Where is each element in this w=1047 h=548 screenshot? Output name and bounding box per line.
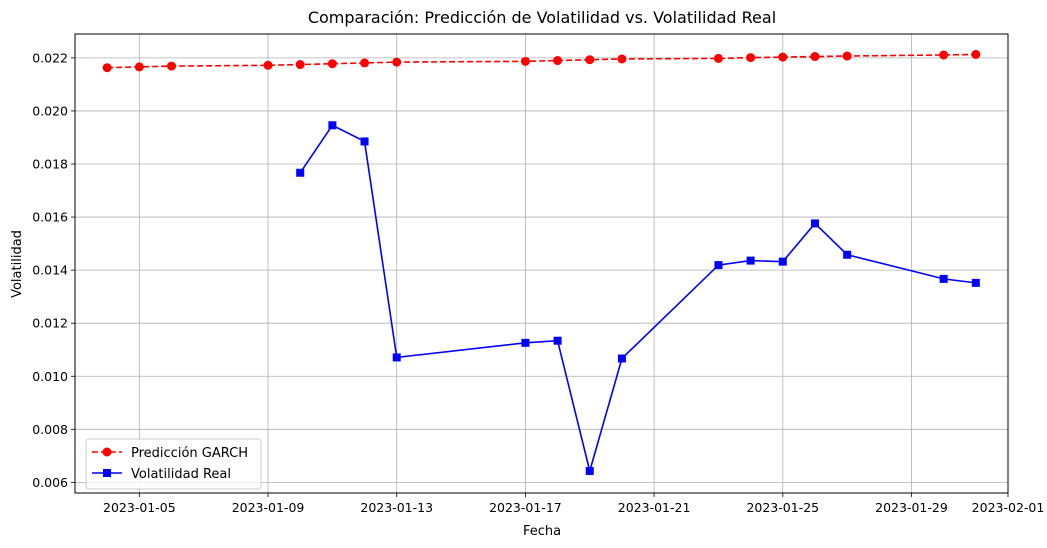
x-tick-label: 2023-01-25 [746, 500, 819, 515]
grid [75, 34, 1009, 493]
data-point-garch [617, 54, 627, 64]
series-layer [102, 49, 981, 475]
data-point-real [553, 336, 562, 345]
y-tick-label: 0.016 [32, 210, 68, 225]
chart-title: Comparación: Predicción de Volatilidad v… [308, 8, 776, 27]
legend-box [85, 438, 262, 490]
data-point-real [971, 278, 980, 287]
data-point-garch [102, 63, 112, 73]
data-point-garch [971, 49, 981, 59]
x-tick-label: 2023-01-21 [618, 500, 691, 515]
y-tick-label: 0.022 [32, 50, 68, 65]
x-tick-label: 2023-01-29 [875, 500, 948, 515]
y-tick-label: 0.010 [32, 369, 68, 384]
x-tick-label: 2023-01-09 [232, 500, 305, 515]
data-point-real [521, 338, 530, 347]
x-axis-ticks: 2023-01-05 2023-01-09 2023-01-13 2023-01-17… [103, 493, 1044, 515]
data-point-real [328, 121, 337, 130]
legend-marker-real [103, 469, 111, 477]
data-point-garch [713, 53, 723, 63]
data-point-garch [585, 55, 595, 65]
data-point-real [296, 168, 305, 177]
data-point-garch [327, 59, 337, 69]
y-tick-label: 0.020 [32, 103, 68, 118]
data-point-garch [939, 50, 949, 60]
x-tick-label: 2023-02-01 [972, 500, 1045, 515]
data-point-garch [263, 60, 273, 70]
data-point-garch [167, 61, 177, 71]
data-point-garch [842, 51, 852, 61]
x-tick-label: 2023-01-13 [360, 500, 433, 515]
data-point-real [939, 274, 948, 283]
data-point-garch [746, 53, 756, 63]
y-tick-label: 0.014 [32, 263, 68, 278]
data-point-real [810, 219, 819, 228]
plot-frame [74, 33, 1009, 494]
legend: Predicción GARCH Volatilidad Real [85, 438, 262, 490]
data-point-real [360, 137, 369, 146]
data-point-real [714, 261, 723, 270]
data-point-garch [392, 57, 402, 67]
legend-label-garch: Predicción GARCH [131, 446, 248, 461]
legend-label-real: Volatilidad Real [131, 467, 231, 482]
data-point-real [585, 466, 594, 475]
x-tick-label: 2023-01-05 [103, 500, 176, 515]
data-point-real [617, 354, 626, 363]
data-point-garch [360, 58, 370, 68]
y-tick-label: 0.018 [32, 157, 68, 172]
y-axis-ticks: 0.006 0.008 0.010 0.012 0.014 0.016 0.018 0.020… [32, 50, 75, 490]
data-point-garch [520, 56, 530, 66]
data-point-real [746, 256, 755, 265]
data-point-real [778, 257, 787, 266]
data-point-garch [134, 62, 144, 72]
data-point-real [843, 250, 852, 259]
data-point-garch [553, 56, 563, 66]
data-point-garch [778, 52, 788, 62]
series-line-real [299, 124, 976, 475]
data-point-real [392, 353, 401, 362]
legend-marker-garch [102, 447, 112, 457]
x-tick-label: 2023-01-17 [489, 500, 562, 515]
y-tick-label: 0.012 [32, 316, 68, 331]
y-tick-label: 0.006 [32, 475, 68, 490]
data-point-garch [810, 52, 820, 62]
x-axis-label: Fecha [523, 524, 561, 539]
y-tick-label: 0.008 [32, 422, 68, 437]
y-axis-label: Volatilidad [10, 230, 25, 298]
data-point-garch [295, 60, 305, 70]
